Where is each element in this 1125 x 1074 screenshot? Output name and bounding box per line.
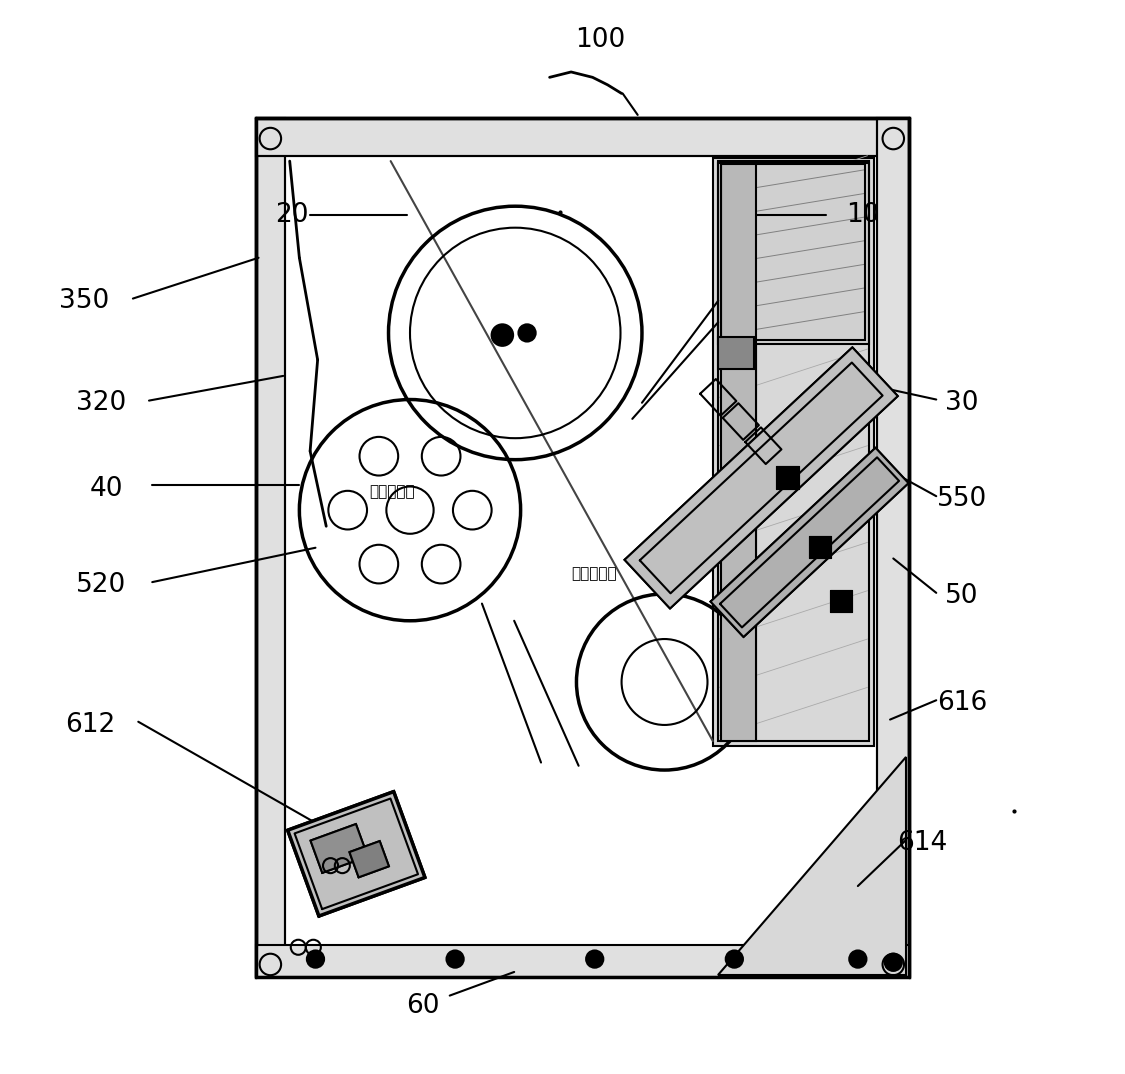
Text: 二级筛选盘: 二级筛选盘: [572, 566, 616, 581]
Bar: [713, 158, 874, 746]
Polygon shape: [810, 537, 831, 558]
Polygon shape: [711, 448, 909, 637]
Polygon shape: [777, 467, 799, 489]
Bar: [256, 118, 909, 977]
Bar: [718, 337, 754, 369]
Circle shape: [447, 950, 463, 968]
Circle shape: [519, 324, 536, 342]
Bar: [256, 945, 909, 977]
Bar: [718, 163, 868, 741]
Text: 550: 550: [937, 487, 987, 512]
Circle shape: [586, 950, 603, 968]
Text: 60: 60: [406, 993, 440, 1019]
Polygon shape: [310, 824, 368, 873]
Text: 初级筛选盘: 初级筛选盘: [369, 484, 415, 499]
Text: 350: 350: [60, 288, 110, 314]
Circle shape: [307, 950, 324, 968]
Circle shape: [726, 950, 742, 968]
Bar: [721, 164, 865, 340]
Circle shape: [849, 950, 866, 968]
Text: 20: 20: [276, 202, 308, 228]
Text: 520: 520: [75, 572, 126, 598]
Text: 50: 50: [945, 583, 979, 609]
Text: 320: 320: [75, 390, 126, 416]
Bar: [256, 118, 909, 156]
Polygon shape: [624, 347, 898, 609]
Polygon shape: [288, 792, 425, 916]
Text: 100: 100: [575, 27, 626, 53]
Polygon shape: [831, 591, 853, 612]
Bar: [256, 118, 286, 977]
Polygon shape: [718, 757, 906, 975]
Text: 614: 614: [897, 830, 947, 856]
Text: 616: 616: [937, 691, 987, 716]
Circle shape: [884, 954, 902, 971]
Text: 40: 40: [89, 476, 123, 502]
Text: 612: 612: [65, 712, 115, 738]
Bar: [878, 118, 909, 977]
Circle shape: [492, 324, 513, 346]
Bar: [718, 161, 868, 344]
Bar: [721, 163, 756, 741]
Text: 30: 30: [945, 390, 979, 416]
Text: 10: 10: [846, 202, 880, 228]
Polygon shape: [350, 841, 389, 877]
